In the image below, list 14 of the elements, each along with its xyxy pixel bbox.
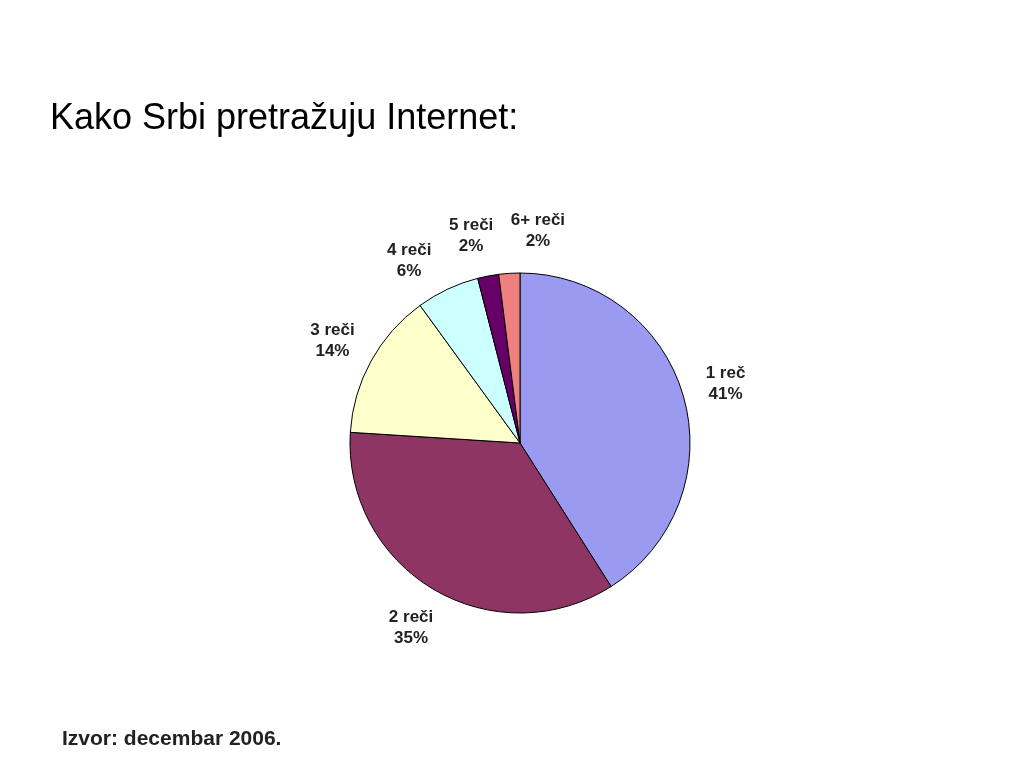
- slice-label: 6+ reči: [510, 209, 566, 229]
- slice-label: 2 reči: [388, 607, 434, 627]
- slice-label: 3 reči: [310, 319, 355, 339]
- data-label: 6%: [396, 260, 422, 280]
- chart-title: Kako Srbi pretražuju Internet:: [50, 96, 519, 137]
- data-label: 35%: [394, 628, 429, 648]
- data-label: 2%: [525, 230, 551, 250]
- data-label: 41%: [708, 384, 743, 404]
- data-label: 14%: [315, 340, 350, 360]
- text: Izvor: decembar 2006.: [62, 726, 282, 749]
- slice-label: 5 reči: [448, 214, 494, 234]
- slice-label: 4 reči: [386, 239, 432, 259]
- slice-label: 1 reč: [705, 363, 746, 383]
- data-label: 2%: [458, 235, 484, 255]
